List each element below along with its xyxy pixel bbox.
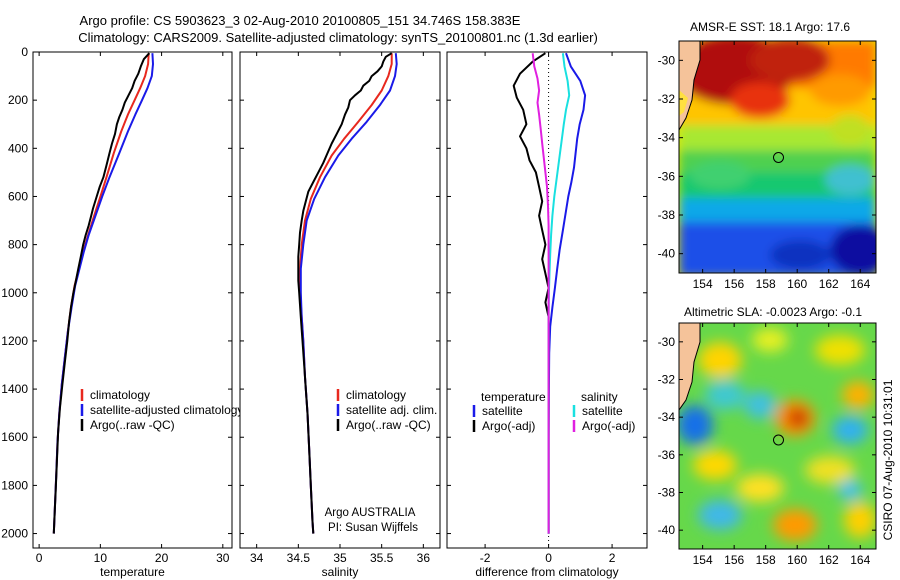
- depth-tick-label: 1200: [1, 334, 28, 348]
- sla-map-title: Altimetric SLA: -0.0023 Argo: -0.1: [684, 305, 862, 319]
- sla-map-lon-label: 164: [850, 553, 870, 567]
- temperature-legend-label: satellite-adjusted climatology: [90, 403, 243, 417]
- sla-map-frame: [678, 322, 877, 550]
- figure-title-line2: Climatology: CARS2009. Satellite-adjuste…: [78, 30, 598, 45]
- difference-xtick-label: 2: [609, 551, 616, 565]
- sla-map-lon-label: 162: [819, 553, 839, 567]
- sla-map-lat-label: -30: [658, 335, 676, 349]
- depth-tick-label: 0: [21, 45, 28, 59]
- difference-legend-label: satellite: [582, 404, 623, 418]
- salinity-legend-label: Argo(..raw -QC): [346, 418, 431, 432]
- sla-map: [679, 323, 876, 549]
- sst-map-lat-label: -30: [658, 53, 676, 67]
- difference-xtick-label: 0: [545, 551, 552, 565]
- sst-map-lat-label: -32: [658, 92, 676, 106]
- salinity-xtick-label: 34.5: [287, 551, 311, 565]
- salinity-xtick-label: 35: [333, 551, 347, 565]
- difference-legend-label: Argo(-adj): [582, 419, 635, 433]
- salinity-xtick-label: 36: [417, 551, 431, 565]
- depth-tick-label: 1800: [1, 478, 28, 492]
- sla-argo-marker: [773, 434, 784, 446]
- difference-legend-title-temperature: temperature: [481, 390, 546, 404]
- depth-tick-label: 1000: [1, 286, 28, 300]
- sst-map-lon-label: 164: [850, 277, 870, 291]
- temperature-series-line: [52, 52, 151, 534]
- sst-map-lon-label: 162: [819, 277, 839, 291]
- difference-xlabel: difference from climatology: [475, 565, 618, 579]
- salinity-xtick-label: 35.5: [370, 551, 394, 565]
- sst-argo-marker: [773, 152, 784, 163]
- salinity-panel: 34 34.5 35 35.5 36 salinity climatologysatelli…: [239, 51, 441, 579]
- sst-map: [679, 41, 876, 273]
- difference-axes-frame: [446, 51, 648, 549]
- float-pi-label: PI: Susan Wijffels: [328, 522, 418, 534]
- sla-map-lat-label: -40: [658, 523, 676, 537]
- float-program-label: Argo AUSTRALIA: [325, 507, 416, 519]
- temperature-legend-label: climatology: [90, 388, 150, 402]
- temperature-panel: 0 200 400 600 800 1000 1200 1400 1600 1800 2000 0 10…: [1, 45, 243, 579]
- temperature-legend-label: Argo(..raw -QC): [90, 418, 175, 432]
- depth-tick-label: 400: [8, 141, 28, 155]
- sst-map-frame: [678, 40, 877, 274]
- salinity-legend-label: satellite adj. clim.: [346, 403, 437, 417]
- sla-map-lat-label: -32: [658, 373, 676, 387]
- temperature-xlabel: temperature: [100, 565, 165, 579]
- salinity-series-line: [297, 52, 393, 534]
- sst-map-lat-label: -40: [658, 247, 676, 261]
- sst-map-lon-label: 156: [724, 277, 744, 291]
- sla-map-lon-label: 158: [756, 553, 776, 567]
- salinity-legend-label: climatology: [346, 388, 406, 402]
- csiro-timestamp: CSIRO 07-Aug-2010 10:31:01: [881, 379, 895, 540]
- sst-map-lat-label: -36: [658, 169, 676, 183]
- temperature-xtick-label: 30: [216, 551, 230, 565]
- difference-legend-title-salinity: salinity: [581, 390, 618, 404]
- temperature-axes-frame: [32, 51, 233, 549]
- depth-tick-label: 600: [8, 189, 28, 203]
- sla-map-lat-label: -36: [658, 448, 676, 462]
- sst-coast-band: [679, 90, 688, 116]
- sla-map-lon-label: 160: [787, 553, 807, 567]
- sla-map-lat-label: -38: [658, 486, 676, 500]
- sst-map-lon-label: 154: [693, 277, 713, 291]
- figure-title-line1: Argo profile: CS 5903623_3 02-Aug-2010 2…: [80, 13, 521, 28]
- sst-map-lon-label: 158: [756, 277, 776, 291]
- sla-map-lon-label: 156: [724, 553, 744, 567]
- depth-tick-label: 1600: [1, 430, 28, 444]
- sst-map-title: AMSR-E SST: 18.1 Argo: 17.6: [690, 20, 850, 34]
- difference-xtick-label: -2: [480, 551, 491, 565]
- depth-tick-label: 200: [8, 93, 28, 107]
- sla-map-lat-label: -34: [658, 410, 676, 424]
- depth-tick-label: 800: [8, 238, 28, 252]
- difference-legend-label: Argo(-adj): [482, 419, 535, 433]
- salinity-xlabel: salinity: [322, 565, 359, 579]
- sla-land: [679, 323, 701, 411]
- sst-map-lat-label: -34: [658, 131, 676, 145]
- sst-map-lon-label: 160: [787, 277, 807, 291]
- salinity-axes-frame: [239, 51, 441, 549]
- salinity-xtick-label: 34: [250, 551, 264, 565]
- sla-map-lon-label: 154: [693, 553, 713, 567]
- sst-map-lat-label: -38: [658, 208, 676, 222]
- temperature-xtick-label: 20: [155, 551, 169, 565]
- temperature-xtick-label: 10: [94, 551, 108, 565]
- sst-field: [679, 41, 876, 273]
- temperature-xtick-label: 0: [36, 551, 43, 565]
- difference-legend-label: satellite: [482, 404, 523, 418]
- depth-tick-label: 1400: [1, 382, 28, 396]
- difference-series-line: [531, 53, 550, 534]
- depth-tick-label: 2000: [1, 527, 28, 541]
- sla-field: [679, 328, 876, 541]
